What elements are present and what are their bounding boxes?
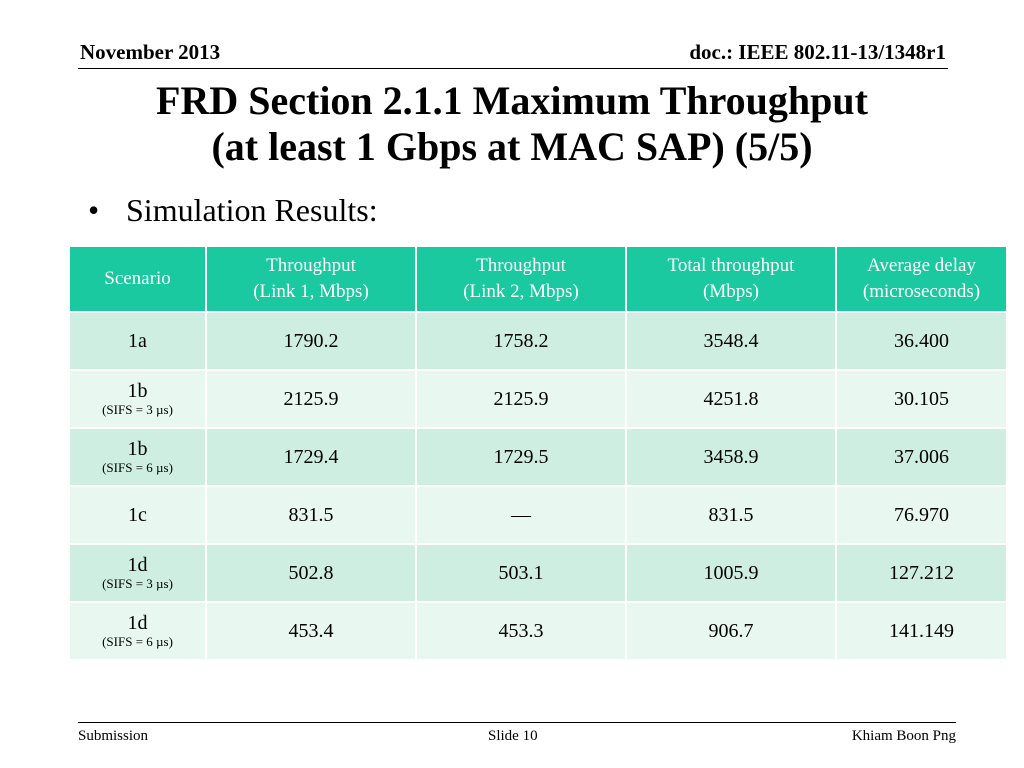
column-header: Scenario [68, 245, 207, 313]
column-header-line1: Scenario [104, 268, 171, 289]
cell-total-throughput: 3548.4 [625, 311, 837, 371]
scenario-note: (SIFS = 3 µs) [102, 402, 173, 417]
column-header-line2: (Link 2, Mbps) [463, 281, 579, 302]
cell-average-delay: 30.105 [835, 369, 1008, 429]
header-divider [78, 68, 948, 69]
column-header-line1: Throughput [266, 255, 356, 276]
column-header-line1: Average delay [867, 255, 976, 276]
cell-average-delay: 127.212 [835, 543, 1008, 603]
column-header-line1: Throughput [476, 255, 566, 276]
bullet-item: • Simulation Results: [88, 190, 378, 230]
scenario-label: 1a [128, 330, 147, 352]
cell-link2-throughput: 453.3 [415, 601, 627, 661]
cell-total-throughput: 3458.9 [625, 427, 837, 487]
scenario-label: 1c [128, 504, 147, 526]
column-header: Throughput (Link 1, Mbps) [205, 245, 417, 313]
cell-link2-throughput: — [415, 485, 627, 545]
cell-link2-throughput: 1758.2 [415, 311, 627, 371]
header-date: November 2013 [80, 40, 221, 64]
footer-divider [78, 722, 956, 723]
table-row: 1d (SIFS = 3 µs) 502.8 503.1 1005.9 127.212 [68, 543, 1008, 603]
cell-link1-throughput: 453.4 [205, 601, 417, 661]
table-row: 1b (SIFS = 6 µs) 1729.4 1729.5 3458.9 37.006 [68, 427, 1008, 487]
cell-link1-throughput: 1729.4 [205, 427, 417, 487]
cell-link1-throughput: 1790.2 [205, 311, 417, 371]
cell-total-throughput: 1005.9 [625, 543, 837, 603]
cell-scenario: 1d (SIFS = 3 µs) [68, 543, 207, 603]
cell-scenario: 1d (SIFS = 6 µs) [68, 601, 207, 661]
scenario-label: 1b [127, 438, 148, 460]
table-row: 1b (SIFS = 3 µs) 2125.9 2125.9 4251.8 30.105 [68, 369, 1008, 429]
footer-slide-number: Slide 10 [488, 728, 538, 744]
column-header-line2: (Link 1, Mbps) [253, 281, 369, 302]
cell-link1-throughput: 2125.9 [205, 369, 417, 429]
table-body: 1a 1790.2 1758.2 3548.4 36.400 1b (SIFS = 3 µs… [68, 311, 1008, 661]
cell-link2-throughput: 1729.5 [415, 427, 627, 487]
cell-average-delay: 37.006 [835, 427, 1008, 487]
cell-link2-throughput: 2125.9 [415, 369, 627, 429]
scenario-note: (SIFS = 6 µs) [102, 460, 173, 475]
slide-title-line1: FRD Section 2.1.1 Maximum Throughput [156, 78, 868, 123]
column-header-line2: (Mbps) [703, 281, 759, 302]
column-header: Total throughput (Mbps) [625, 245, 837, 313]
scenario-label: 1d [127, 554, 148, 576]
cell-total-throughput: 831.5 [625, 485, 837, 545]
table-row: 1a 1790.2 1758.2 3548.4 36.400 [68, 311, 1008, 371]
column-header: Average delay (microseconds) [835, 245, 1008, 313]
cell-average-delay: 36.400 [835, 311, 1008, 371]
cell-link1-throughput: 831.5 [205, 485, 417, 545]
scenario-label: 1b [127, 380, 148, 402]
cell-link1-throughput: 502.8 [205, 543, 417, 603]
cell-average-delay: 141.149 [835, 601, 1008, 661]
slide-title: FRD Section 2.1.1 Maximum Throughput (at… [60, 78, 964, 170]
cell-scenario: 1a [68, 311, 207, 371]
header-doc-number: doc.: IEEE 802.11-13/1348r1 [689, 40, 946, 64]
cell-link2-throughput: 503.1 [415, 543, 627, 603]
table-row: 1c 831.5—831.5 76.970 [68, 485, 1008, 545]
bullet-text: Simulation Results: [126, 192, 378, 228]
footer-author: Khiam Boon Png [851, 728, 956, 744]
column-header-line1: Total throughput [667, 255, 795, 276]
table-header-row: Scenario Throughput (Link 1, Mbps) Throughp… [68, 245, 1008, 313]
cell-scenario: 1c [68, 485, 207, 545]
footer-submission: Submission [78, 728, 149, 744]
cell-average-delay: 76.970 [835, 485, 1008, 545]
cell-scenario: 1b (SIFS = 6 µs) [68, 427, 207, 487]
cell-total-throughput: 4251.8 [625, 369, 837, 429]
bullet-icon: • [88, 192, 100, 228]
cell-total-throughput: 906.7 [625, 601, 837, 661]
column-header: Throughput (Link 2, Mbps) [415, 245, 627, 313]
scenario-note: (SIFS = 6 µs) [102, 634, 173, 649]
results-table: Scenario Throughput (Link 1, Mbps) Throughp… [68, 245, 1008, 661]
slide-title-line2: (at least 1 Gbps at MAC SAP) (5/5) [211, 124, 813, 169]
column-header-line2: (microseconds) [862, 281, 981, 302]
scenario-note: (SIFS = 3 µs) [102, 576, 173, 591]
cell-scenario: 1b (SIFS = 3 µs) [68, 369, 207, 429]
table-row: 1d (SIFS = 6 µs) 453.4 453.3 906.7 141.149 [68, 601, 1008, 661]
scenario-label: 1d [127, 612, 148, 634]
